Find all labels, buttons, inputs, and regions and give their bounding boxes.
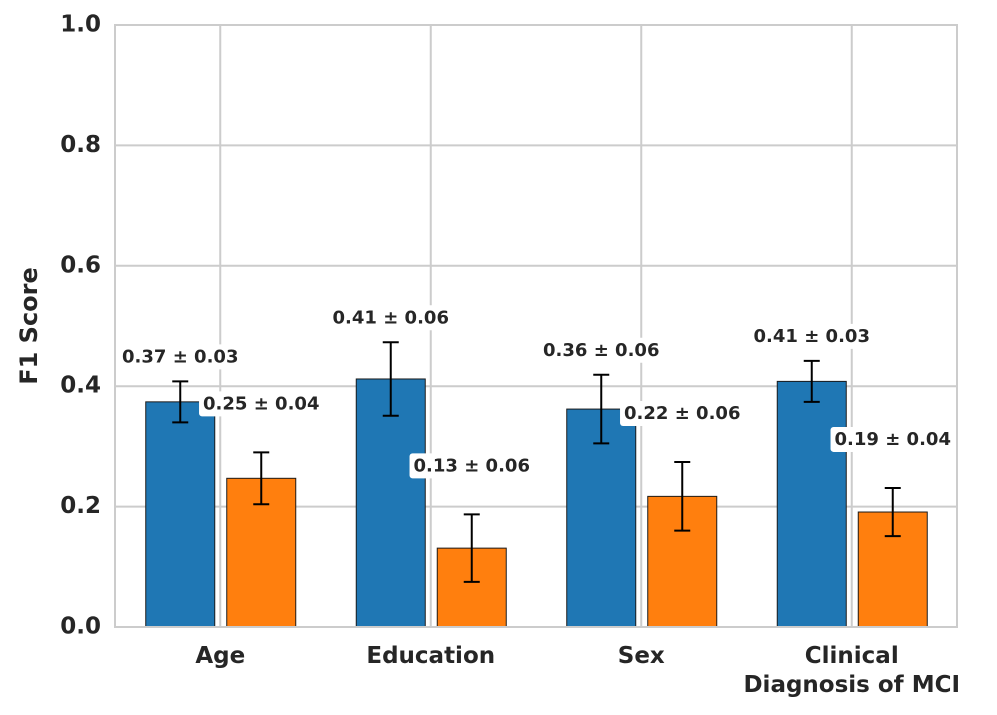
data-label: 0.41 ± 0.03 xyxy=(754,326,870,347)
x-tick-label: Age xyxy=(195,643,246,669)
bar xyxy=(776,380,847,628)
label-box xyxy=(328,305,453,331)
y-axis-label: F1 Score xyxy=(15,267,43,385)
label-box xyxy=(118,344,243,370)
y-tick-label: 0.6 xyxy=(60,252,101,278)
label-box xyxy=(830,426,955,452)
label-box xyxy=(199,391,324,417)
bar xyxy=(355,378,426,628)
y-tick-label: 0.4 xyxy=(60,373,101,399)
y-tick-label: 0.8 xyxy=(60,132,101,158)
data-label: 0.13 ± 0.06 xyxy=(414,455,530,476)
data-label: 0.37 ± 0.03 xyxy=(122,346,238,367)
x-tick-label: Education xyxy=(366,643,496,669)
data-label: 0.36 ± 0.06 xyxy=(543,340,659,361)
label-box xyxy=(409,453,534,479)
bar xyxy=(566,408,637,628)
data-label: 0.19 ± 0.04 xyxy=(835,429,951,450)
data-label: 0.41 ± 0.06 xyxy=(333,307,449,328)
label-box xyxy=(539,337,664,363)
plot-frame xyxy=(114,24,958,628)
y-tick-label: 0.2 xyxy=(60,493,101,519)
y-tick-label: 1.0 xyxy=(60,12,101,38)
label-box xyxy=(749,323,874,349)
x-tick-label: Clinical Diagnosis of MCI xyxy=(743,643,961,698)
label-box xyxy=(620,401,745,427)
x-tick-label: Sex xyxy=(617,643,665,669)
data-label: 0.25 ± 0.04 xyxy=(203,393,319,414)
data-label: 0.22 ± 0.06 xyxy=(624,403,740,424)
bar xyxy=(145,401,216,628)
y-tick-label: 0.0 xyxy=(60,614,101,640)
